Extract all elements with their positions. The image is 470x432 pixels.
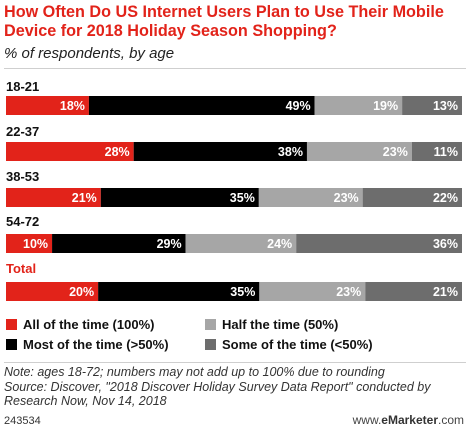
legend-label: Most of the time (>50%) bbox=[23, 337, 169, 352]
legend-label: All of the time (100%) bbox=[23, 317, 155, 332]
data-label-18-21-some-of-the-time-50: 13% bbox=[433, 99, 458, 113]
bottom-divider bbox=[4, 362, 466, 363]
legend-swatch-dark-gray-icon bbox=[205, 339, 216, 350]
bar-segment-38-53-some-of-the-time-50 bbox=[362, 188, 462, 207]
bar-segment-total-some-of-the-time-50 bbox=[365, 282, 462, 301]
data-label-total-half-the-time-50: 23% bbox=[336, 285, 361, 299]
data-label-18-21-most-of-the-time-50: 49% bbox=[286, 99, 311, 113]
bar-segment-18-21-most-of-the-time-50 bbox=[88, 96, 315, 115]
category-label-18-21: 18-21 bbox=[6, 79, 39, 94]
brand-logo[interactable]: www.eMarketer.com bbox=[352, 413, 464, 427]
source-text: Source: Discover, "2018 Discover Holiday… bbox=[4, 379, 431, 409]
chart-title: How Often Do US Internet Users Plan to U… bbox=[4, 3, 444, 40]
bar-segment-54-72-half-the-time-50 bbox=[185, 234, 297, 253]
data-label-54-72-most-of-the-time-50: 29% bbox=[157, 237, 182, 251]
legend-swatch-black-icon bbox=[6, 339, 17, 350]
category-label-total: Total bbox=[6, 261, 36, 276]
bar-segment-54-72-most-of-the-time-50 bbox=[52, 234, 186, 253]
bar-segment-54-72-all-of-the-time-100 bbox=[6, 234, 53, 253]
legend-item-most-of-the-time: Most of the time (>50%) bbox=[6, 338, 169, 352]
legend-item-some-of-the-time: Some of the time (<50%) bbox=[205, 338, 373, 352]
bar-segment-38-53-all-of-the-time-100 bbox=[6, 188, 101, 207]
data-label-22-37-most-of-the-time-50: 38% bbox=[278, 145, 303, 159]
data-label-18-21-half-the-time-50: 19% bbox=[373, 99, 398, 113]
bar-segment-22-37-all-of-the-time-100 bbox=[6, 142, 134, 161]
category-label-54-72: 54-72 bbox=[6, 214, 39, 229]
data-label-38-53-most-of-the-time-50: 35% bbox=[230, 191, 255, 205]
data-label-22-37-some-of-the-time-50: 11% bbox=[434, 145, 458, 159]
data-label-18-21-all-of-the-time-100: 18% bbox=[60, 99, 85, 113]
data-label-38-53-some-of-the-time-50: 22% bbox=[433, 191, 458, 205]
data-label-54-72-half-the-time-50: 24% bbox=[267, 237, 292, 251]
footnote: Note: ages 18-72; numbers may not add up… bbox=[4, 365, 466, 409]
note-text: Note: ages 18-72; numbers may not add up… bbox=[4, 365, 385, 379]
bar-segment-total-all-of-the-time-100 bbox=[6, 282, 99, 301]
data-label-38-53-half-the-time-50: 23% bbox=[334, 191, 359, 205]
bar-segment-22-37-most-of-the-time-50 bbox=[133, 142, 307, 161]
bar-segment-total-most-of-the-time-50 bbox=[98, 282, 260, 301]
data-label-22-37-all-of-the-time-100: 28% bbox=[105, 145, 130, 159]
data-label-54-72-all-of-the-time-100: 10% bbox=[23, 237, 48, 251]
legend-item-all-of-the-time: All of the time (100%) bbox=[6, 318, 154, 332]
bar-segment-22-37-half-the-time-50 bbox=[306, 142, 412, 161]
stacked-bar-chart: 18-21 18% 49% 19% 13% 22-37 28% 38% 23% 11% 38-53 2… bbox=[6, 79, 462, 301]
bar-segment-22-37-some-of-the-time-50 bbox=[411, 142, 462, 161]
chart-id: 243534 bbox=[4, 415, 41, 427]
legend-label: Half the time (50%) bbox=[222, 317, 339, 332]
data-label-38-53-all-of-the-time-100: 21% bbox=[72, 191, 97, 205]
bar-segment-total-half-the-time-50 bbox=[259, 282, 366, 301]
legend-item-half-the-time: Half the time (50%) bbox=[205, 318, 338, 332]
bar-segment-38-53-most-of-the-time-50 bbox=[100, 188, 259, 207]
bar-segment-18-21-some-of-the-time-50 bbox=[402, 96, 462, 115]
category-label-38-53: 38-53 bbox=[6, 169, 39, 184]
data-label-22-37-half-the-time-50: 23% bbox=[383, 145, 408, 159]
data-label-54-72-some-of-the-time-50: 36% bbox=[433, 237, 458, 251]
chart-subtitle: % of respondents, by age bbox=[4, 45, 175, 62]
legend-label: Some of the time (<50%) bbox=[222, 337, 373, 352]
legend-swatch-red-icon bbox=[6, 319, 17, 330]
bar-segment-18-21-all-of-the-time-100 bbox=[6, 96, 89, 115]
data-label-total-all-of-the-time-100: 20% bbox=[69, 285, 94, 299]
bar-segment-38-53-half-the-time-50 bbox=[258, 188, 363, 207]
bar-segment-54-72-some-of-the-time-50 bbox=[296, 234, 462, 253]
data-label-total-most-of-the-time-50: 35% bbox=[230, 285, 255, 299]
top-divider bbox=[4, 68, 466, 69]
legend-swatch-light-gray-icon bbox=[205, 319, 216, 330]
category-label-22-37: 22-37 bbox=[6, 124, 39, 139]
bar-segment-18-21-half-the-time-50 bbox=[314, 96, 403, 115]
data-label-total-some-of-the-time-50: 21% bbox=[433, 285, 458, 299]
